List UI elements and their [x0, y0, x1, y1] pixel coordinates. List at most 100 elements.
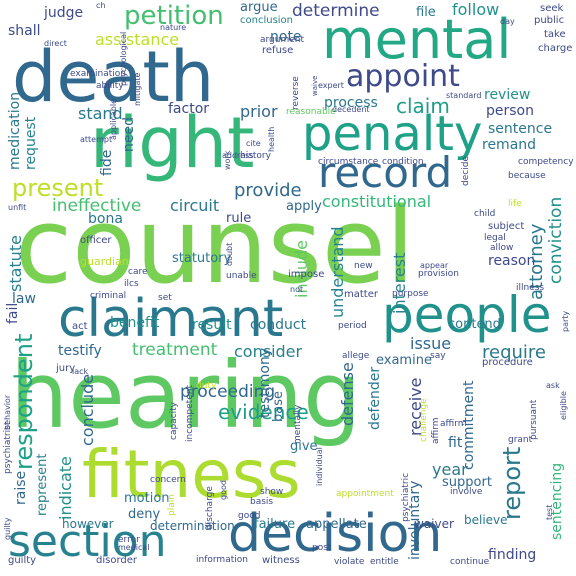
word-child: life [508, 199, 522, 209]
word-witness: information [196, 555, 248, 565]
word-failure: failure [254, 517, 296, 532]
word-seek: seek [540, 3, 564, 14]
word-bona: bona [88, 211, 123, 227]
word-counsel: counsel [15, 185, 415, 307]
word-information: disorder [96, 555, 138, 566]
word-assistance: assistance [95, 30, 180, 49]
word-remand: remand [482, 137, 537, 153]
word-stand: stand [78, 104, 123, 123]
word-decide: competency [518, 157, 574, 167]
word-ability: ability [96, 81, 124, 91]
word-treatment: treatment [132, 340, 218, 360]
word-provision: illness [516, 283, 545, 293]
word-medication: medication [7, 91, 23, 170]
word-say: procedure [482, 357, 533, 368]
word-take: take [544, 29, 566, 40]
word-review: review [484, 87, 531, 103]
word-grant: grant [508, 435, 533, 445]
word-history: standard [446, 91, 482, 100]
word-allege: say [430, 351, 446, 361]
word-nature: individual [315, 447, 324, 486]
word-people: people [382, 286, 552, 344]
word-matter: purpose [392, 289, 429, 299]
word-circumstance: condition [382, 157, 424, 167]
word-behavior: behavior [3, 394, 12, 430]
word-direct: direct [44, 39, 67, 48]
word-mentally: mentally [293, 404, 303, 444]
word-statutory: statutory [172, 251, 232, 266]
word-examine: examine [376, 353, 432, 368]
word-evidence: respondent [10, 333, 38, 470]
word-determine: determine [292, 1, 380, 21]
word-file: file [416, 5, 436, 20]
word-illness: matter [344, 289, 378, 300]
word-involve: involve [450, 487, 483, 497]
word-reasonable: circumstance [318, 157, 379, 167]
word-plain: post [312, 543, 332, 553]
word-care: care [128, 267, 148, 277]
word-good: plain [167, 494, 177, 516]
word-determination: determination [150, 519, 235, 533]
word-fide: fide [99, 149, 115, 176]
word-capacity: capacity [169, 402, 179, 440]
word-request: request [23, 116, 39, 170]
word-address: day [500, 17, 515, 26]
word-prior: prior [240, 102, 278, 121]
word-indicate: indicate [56, 456, 75, 520]
word-sentence: sentence [488, 121, 553, 137]
word-period: allege [342, 351, 370, 361]
word-claimant: claimant [58, 289, 284, 349]
word-eligible: party [561, 310, 570, 332]
word-respondent: evidence [218, 400, 309, 424]
word-challenge: affirm [431, 417, 441, 444]
word-right: right [90, 102, 255, 184]
word-health: history [240, 151, 271, 161]
word-hearing: hearing [10, 342, 362, 449]
word-sentencing: sentencing [549, 462, 565, 540]
word-basis: basis [250, 497, 274, 507]
word-person: person [486, 103, 534, 119]
word-deny: deny [128, 507, 161, 522]
word-applicable: test [545, 504, 554, 520]
word-believe: believe [464, 513, 508, 527]
word-public: public [534, 15, 565, 26]
word-give: give [290, 439, 318, 454]
word-violate: witness [262, 555, 300, 566]
word-concern: concern [150, 475, 186, 485]
word-however: however [62, 517, 114, 531]
word-doubt: doubt [225, 242, 234, 266]
word-waiver: waiver [414, 517, 454, 531]
word-note: note [270, 29, 302, 45]
word-interest: interest [390, 252, 409, 314]
word-error: continue [450, 557, 490, 567]
word-test: ask [546, 381, 560, 390]
word-unable: unable [226, 271, 257, 281]
word-criminal: criminal [90, 291, 127, 301]
word-expert: reverse [291, 76, 301, 110]
word-constitutional: constitutional [322, 192, 432, 211]
word-fitness: fitness [82, 436, 301, 513]
word-argument: refuse [262, 45, 294, 56]
word-benefit: benefit [110, 315, 160, 331]
word-apply: apply [286, 199, 322, 214]
word-claim: claim [396, 94, 450, 118]
word-mental: mental [322, 8, 512, 71]
word-affirm: affirm [440, 419, 467, 429]
word-statute: statute [6, 235, 25, 292]
word-life: subject [488, 221, 525, 232]
word-fail: fail [5, 302, 21, 324]
word-waive: psychological [119, 31, 128, 86]
word-conclude: conclude [78, 373, 97, 446]
word-argue: argue [240, 0, 278, 15]
word-conclusion: conclusion [240, 15, 294, 26]
word-present: present [12, 174, 104, 202]
word-defense: defense [338, 362, 357, 426]
word-shall: shall [8, 23, 41, 39]
word-need: need [121, 117, 137, 152]
word-subject: legal [484, 233, 506, 243]
word-decision: decision [228, 504, 443, 564]
word-because: child [474, 209, 496, 219]
word-refuse: expert [318, 81, 344, 90]
word-competency: because [508, 171, 546, 181]
